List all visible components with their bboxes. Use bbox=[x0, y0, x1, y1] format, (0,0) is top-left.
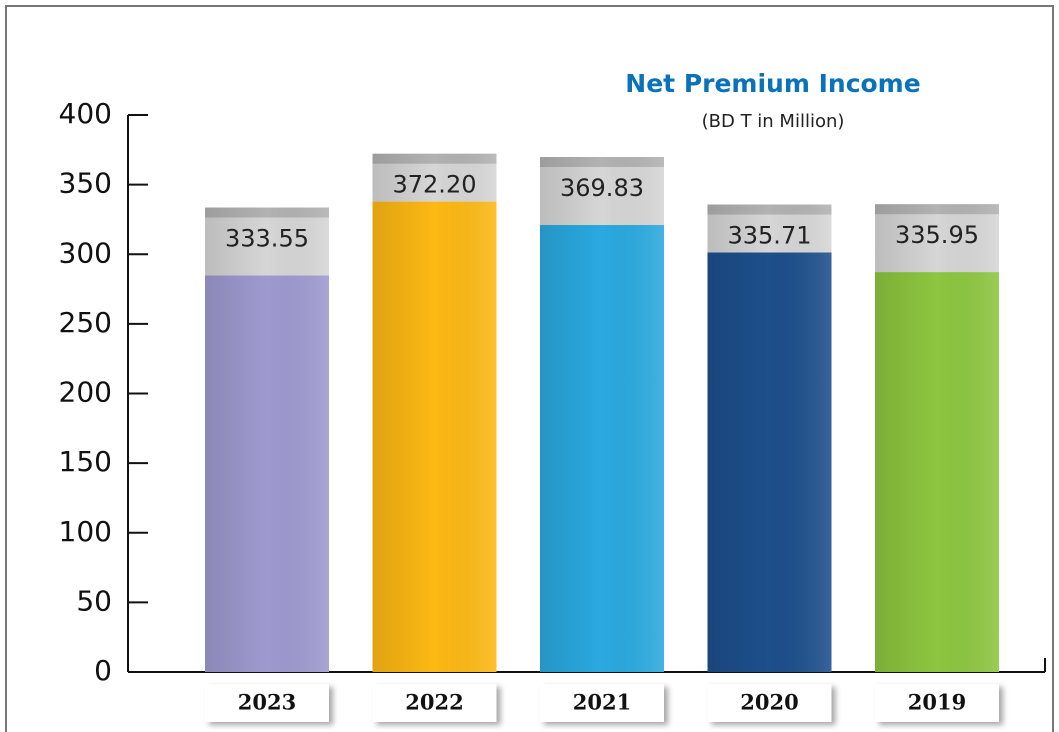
bar-gloss bbox=[372, 153, 497, 673]
category-box bbox=[540, 684, 664, 722]
y-tick-label: 0 bbox=[94, 654, 112, 687]
chart-subtitle: (BD T in Million) bbox=[702, 111, 845, 132]
y-tick-label: 400 bbox=[59, 97, 112, 130]
y-tick-label: 350 bbox=[59, 167, 112, 200]
y-tick-label: 250 bbox=[59, 306, 112, 339]
x-tick-label: 2023 bbox=[238, 690, 296, 715]
value-label: 372.20 bbox=[393, 171, 477, 199]
x-tick-label: 2020 bbox=[740, 690, 798, 715]
category-box bbox=[205, 684, 329, 722]
y-tick-label: 50 bbox=[76, 584, 112, 617]
category-box bbox=[875, 684, 999, 722]
x-tick-label: 2021 bbox=[573, 690, 631, 715]
y-tick-label: 200 bbox=[59, 376, 112, 409]
y-tick-label: 150 bbox=[59, 445, 112, 478]
value-label: 335.71 bbox=[728, 222, 812, 250]
x-tick-label: 2019 bbox=[908, 690, 966, 715]
y-tick-label: 100 bbox=[59, 515, 112, 548]
y-tick-label: 300 bbox=[59, 236, 112, 269]
value-label: 369.83 bbox=[560, 174, 644, 202]
chart-title: Net Premium Income bbox=[625, 69, 920, 98]
value-label: 333.55 bbox=[225, 225, 309, 253]
bar-gloss bbox=[540, 157, 664, 672]
value-label: 335.95 bbox=[895, 221, 979, 249]
bar-gloss bbox=[707, 204, 832, 673]
bar-gloss bbox=[205, 207, 329, 673]
category-box bbox=[707, 684, 832, 722]
category-box bbox=[372, 684, 497, 722]
x-tick-label: 2022 bbox=[405, 690, 463, 715]
bar-gloss bbox=[875, 204, 999, 672]
frame bbox=[5, 5, 1054, 732]
